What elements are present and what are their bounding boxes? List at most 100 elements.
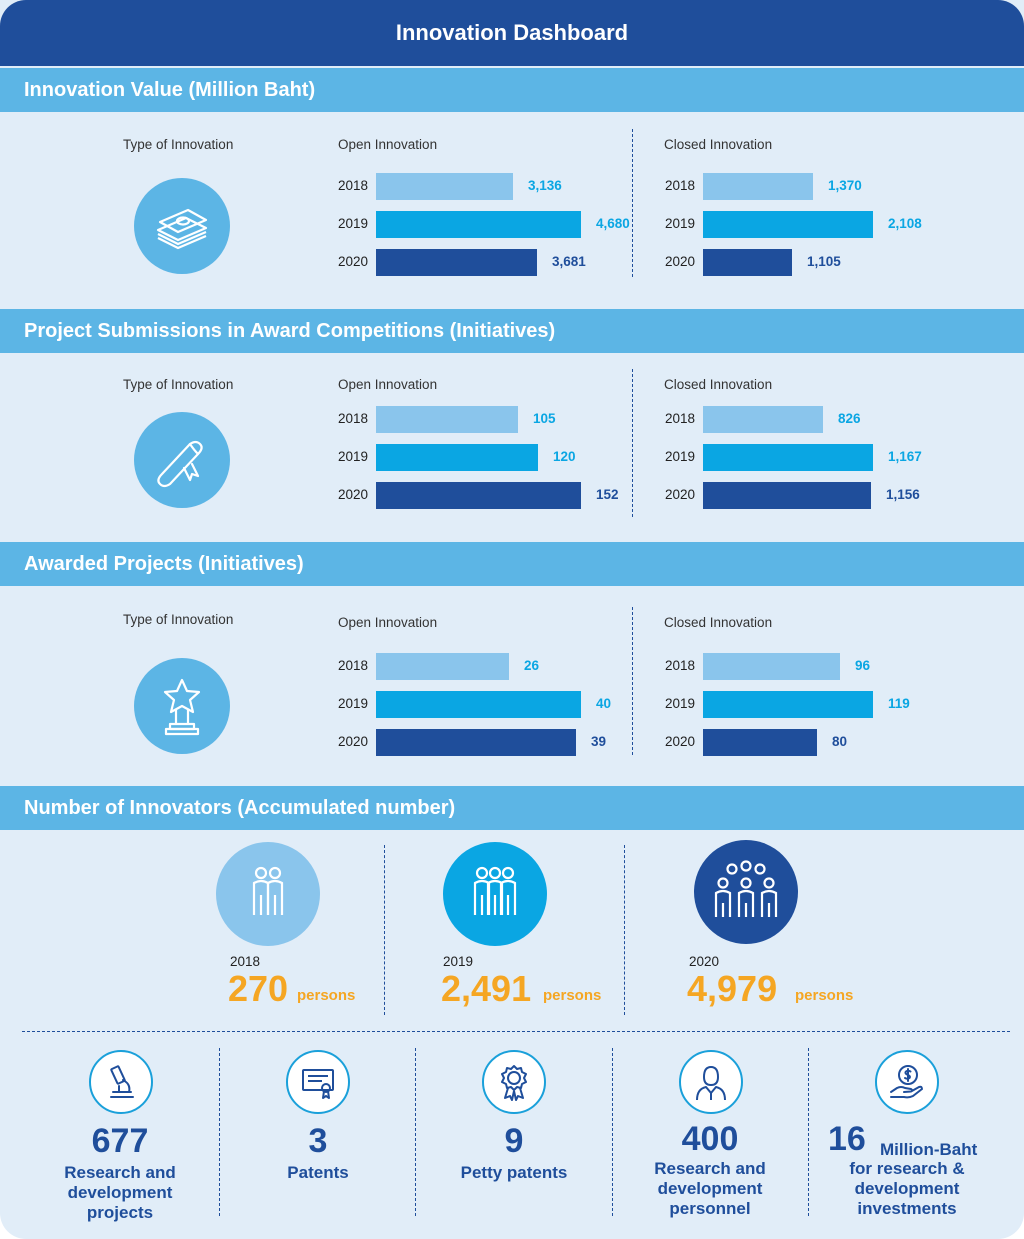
year-label: 2020 (665, 734, 696, 749)
data-label: 105 (533, 411, 556, 426)
bar-open-2018 (376, 653, 509, 680)
data-label: 826 (838, 411, 861, 426)
bar-closed-2020 (703, 482, 871, 509)
bar-closed-2019 (703, 211, 873, 238)
year-label: 2019 (338, 216, 369, 231)
people-2018-icon (216, 842, 320, 946)
data-label: 1,370 (828, 178, 862, 193)
divider (22, 1031, 1010, 1032)
data-label: 3,681 (552, 254, 586, 269)
type-label: Type of Innovation (123, 377, 234, 392)
money-stack-icon (134, 178, 230, 274)
divider (219, 1048, 220, 1216)
stat-label-patents: Patents (287, 1163, 349, 1182)
bar-closed-2020 (703, 729, 817, 756)
type-label: Type of Innovation (123, 137, 234, 152)
stat-value-projects: 677 (91, 1122, 149, 1160)
stat-value-investment: 16 (828, 1120, 866, 1158)
stat-unit-investment: Million-Baht (880, 1140, 978, 1159)
year-label: 2018 (665, 178, 696, 193)
stat-value-petty-patents: 9 (504, 1122, 524, 1160)
open-innovation-label: Open Innovation (338, 377, 438, 392)
innovators-year-2019: 2019 (443, 954, 474, 969)
year-label: 2020 (338, 734, 369, 749)
bar-open-2019 (376, 691, 581, 718)
year-label: 2018 (338, 658, 369, 673)
microscope-icon (89, 1050, 153, 1114)
person-icon (679, 1050, 743, 1114)
page-title: Innovation Dashboard (0, 0, 1024, 66)
section-title-innovators: Number of Innovators (Accumulated number… (0, 786, 1024, 830)
year-label: 2020 (338, 254, 369, 269)
diploma-scroll-icon (134, 412, 230, 508)
year-label: 2019 (665, 696, 696, 711)
section-title-innovation-value: Innovation Value (Million Baht) (0, 68, 1024, 112)
year-label: 2020 (338, 487, 369, 502)
data-label: 1,167 (888, 449, 922, 464)
data-label: 119 (888, 696, 910, 711)
year-label: 2019 (338, 696, 369, 711)
section-title-awarded: Awarded Projects (Initiatives) (0, 542, 1024, 586)
data-label: 96 (855, 658, 871, 673)
bar-closed-2018 (703, 173, 813, 200)
divider (612, 1048, 613, 1216)
type-label: Type of Innovation (123, 612, 234, 627)
data-label: 80 (832, 734, 848, 749)
data-label: 4,680 (596, 216, 630, 231)
stat-label-petty-patents: Petty patents (460, 1163, 568, 1182)
stat-label-projects: Research and development projects (64, 1163, 176, 1222)
divider (624, 845, 625, 1015)
money-hand-icon (875, 1050, 939, 1114)
stat-label-personnel: Research and development personnel (654, 1159, 766, 1218)
section-title-submissions: Project Submissions in Award Competition… (0, 309, 1024, 353)
year-label: 2018 (665, 411, 696, 426)
closed-innovation-label: Closed Innovation (664, 377, 773, 392)
open-innovation-label: Open Innovation (338, 615, 438, 630)
year-label: 2019 (338, 449, 369, 464)
certificate-icon (286, 1050, 350, 1114)
bar-open-2018 (376, 173, 513, 200)
divider (632, 607, 633, 755)
divider (632, 129, 633, 277)
innovators-year-2018: 2018 (230, 954, 261, 969)
closed-innovation-label: Closed Innovation (664, 615, 773, 630)
bar-open-2018 (376, 406, 518, 433)
stat-value-patents: 3 (308, 1122, 328, 1160)
innovators-unit: persons (543, 987, 602, 1004)
bar-open-2019 (376, 444, 538, 471)
data-label: 2,108 (888, 216, 922, 231)
data-label: 1,105 (807, 254, 841, 269)
innovators-count-2020: 4,979 (687, 968, 778, 1009)
divider (415, 1048, 416, 1216)
people-2019-icon (443, 842, 547, 946)
star-trophy-icon (134, 658, 230, 754)
year-label: 2018 (338, 411, 369, 426)
innovators-unit: persons (297, 987, 356, 1004)
stat-value-personnel: 400 (681, 1120, 739, 1158)
bar-closed-2019 (703, 444, 873, 471)
data-label: 3,136 (528, 178, 562, 193)
stat-label-investment: for research & development investments (849, 1159, 965, 1218)
data-label: 39 (591, 734, 607, 749)
innovators-year-2020: 2020 (689, 954, 720, 969)
bar-open-2019 (376, 211, 581, 238)
year-label: 2019 (665, 216, 696, 231)
innovators-unit: persons (795, 987, 854, 1004)
bar-closed-2020 (703, 249, 792, 276)
data-label: 40 (596, 696, 612, 711)
innovators-count-2019: 2,491 (441, 968, 532, 1009)
bar-closed-2019 (703, 691, 873, 718)
bar-closed-2018 (703, 406, 823, 433)
divider (384, 845, 385, 1015)
bar-open-2020 (376, 249, 537, 276)
divider (632, 369, 633, 517)
year-label: 2020 (665, 487, 696, 502)
bar-closed-2018 (703, 653, 840, 680)
people-2020-icon (694, 840, 798, 944)
data-label: 1,156 (886, 487, 920, 502)
open-innovation-label: Open Innovation (338, 137, 438, 152)
divider (808, 1048, 809, 1216)
year-label: 2018 (338, 178, 369, 193)
data-label: 26 (524, 658, 540, 673)
